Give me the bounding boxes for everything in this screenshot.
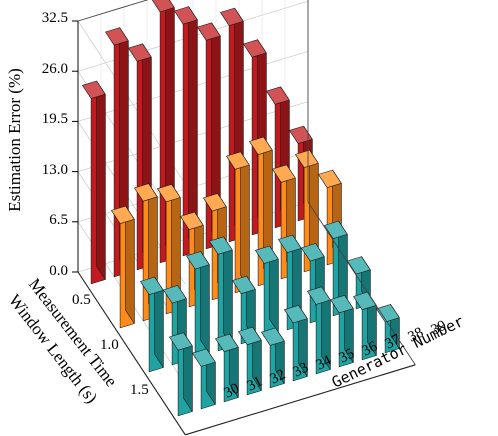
x-tick-label: 34 (314, 352, 335, 373)
bar-top-face (295, 149, 319, 168)
z-tick-label: 0.0 (49, 263, 68, 279)
bar-top-face (220, 7, 244, 26)
axes (72, 0, 416, 436)
bar-top-face (255, 245, 279, 264)
x-tick-label: 30 (222, 380, 243, 401)
bar-top-face (151, 0, 175, 13)
bar-top-face (318, 169, 342, 188)
y-tick-label: 1.5 (130, 382, 149, 398)
bar-top-face (226, 151, 250, 170)
bar-top-face (82, 80, 106, 99)
bar-top-face (289, 125, 313, 144)
bar-top-face (266, 86, 290, 105)
bar-top-face (215, 333, 239, 353)
z-tick-label: 13.0 (42, 162, 68, 178)
z-tick-label: 19.5 (42, 111, 68, 127)
x-tick-label: 39 (429, 317, 450, 338)
bar-top-face (347, 256, 371, 275)
bar-top-face (232, 275, 256, 295)
bar-top-face (249, 136, 273, 155)
bar-top-face (163, 285, 187, 304)
bar-top-face (278, 234, 302, 253)
x-tick-label: 37 (383, 331, 404, 352)
bar-top-face (307, 286, 331, 305)
x-tick-label: 38 (406, 324, 427, 345)
bar-top-face (111, 205, 135, 224)
bar (330, 294, 354, 368)
y-tick-label: 0.5 (72, 292, 91, 308)
bar (192, 348, 216, 410)
y-axis-line (77, 271, 186, 436)
bar (215, 333, 239, 403)
z-tick-label: 32.5 (42, 10, 68, 26)
x-tick-label: 31 (245, 373, 266, 394)
bar (140, 276, 164, 373)
x-axis-line (185, 364, 416, 436)
bar-top-face (301, 243, 325, 262)
bar (174, 6, 198, 257)
bar-top-face (376, 304, 400, 323)
bar (261, 327, 285, 389)
bar-top-face (157, 184, 181, 203)
bar-top-face (186, 251, 210, 270)
bar (157, 184, 181, 315)
z-tick-label: 6.5 (49, 212, 68, 228)
x-tick-label: 36 (360, 338, 381, 359)
bar-top-face (238, 326, 262, 346)
z-tick-label: 26.0 (42, 61, 68, 77)
bar (307, 286, 331, 375)
bar (82, 80, 106, 285)
bar (255, 245, 279, 338)
z-axis-label: Estimation Error (%) (5, 68, 24, 212)
bar-top-face (169, 332, 193, 351)
bar-top-face (134, 183, 158, 202)
bar-top-face (203, 193, 227, 212)
x-tick-label: 32 (268, 366, 289, 387)
bar (111, 205, 135, 329)
x-tick-label: 33 (291, 359, 312, 380)
bar (226, 151, 250, 294)
bar-top-face (324, 220, 348, 239)
bar-top-face (140, 276, 164, 295)
bar-top-face (330, 294, 354, 314)
bar-top-face (105, 27, 129, 46)
bar (238, 326, 262, 396)
bar (353, 291, 377, 361)
bar-side-face (223, 236, 233, 347)
bars (82, 0, 400, 417)
bar-top-face (192, 348, 216, 367)
bar-top-face (261, 327, 285, 346)
bar-top-face (243, 39, 267, 58)
x-tick-label: 35 (337, 345, 358, 366)
bar-top-face (174, 6, 198, 25)
bar-top-face (209, 236, 233, 255)
box-edge (77, 0, 149, 22)
bar-top-face (128, 43, 152, 62)
y-tick-label: 1.0 (100, 337, 119, 353)
bar-top-face (197, 22, 221, 41)
bar (209, 236, 233, 352)
box-edge (307, 201, 416, 366)
bar-top-face (284, 305, 308, 324)
bar (169, 332, 193, 417)
bar-side-face (96, 80, 106, 280)
bar-top-face (272, 164, 296, 183)
bar (284, 305, 308, 382)
bar-side-face (125, 205, 135, 324)
bar-side-face (240, 151, 250, 289)
bar (376, 304, 400, 354)
bar-top-face (180, 211, 204, 230)
